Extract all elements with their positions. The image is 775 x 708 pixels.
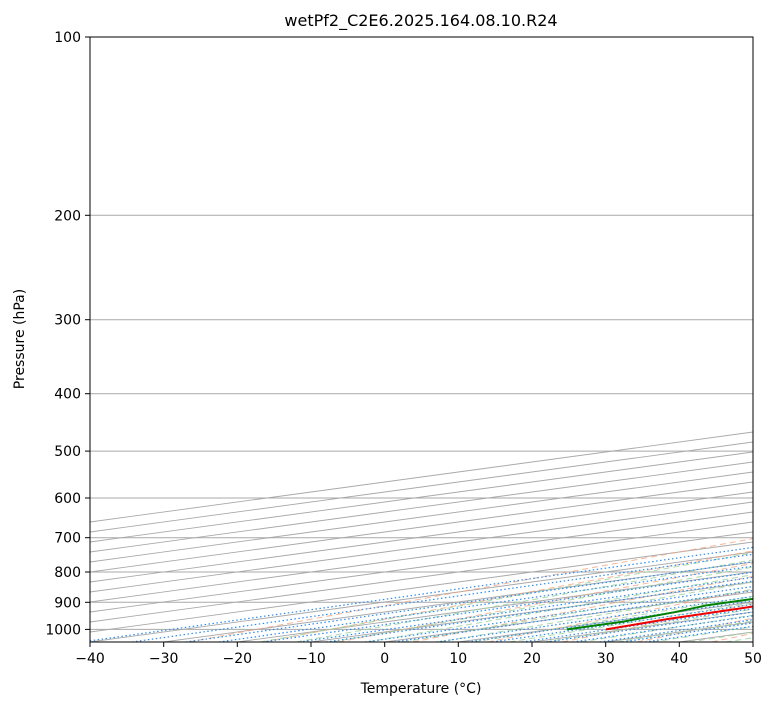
y-tick-label: 100 xyxy=(54,30,81,46)
y-tick-label: 200 xyxy=(54,208,81,224)
y-tick-label: 1000 xyxy=(45,622,81,638)
mixing-ratio-line xyxy=(185,561,753,642)
x-tick-label: 20 xyxy=(523,651,541,667)
x-tick-label: 30 xyxy=(597,651,615,667)
dry-adiabat-line xyxy=(412,575,753,642)
x-tick-label: −20 xyxy=(223,651,253,667)
y-tick-label: 500 xyxy=(54,444,81,460)
y-tick-label: 600 xyxy=(54,491,81,507)
dry-adiabat-line xyxy=(188,538,753,642)
isotherm-line xyxy=(90,451,753,543)
y-tick-label: 300 xyxy=(54,313,81,329)
mixing-ratio-line xyxy=(436,595,753,642)
moist-adiabat-line xyxy=(331,566,753,642)
y-tick-label: 800 xyxy=(54,565,81,581)
isotherm-line xyxy=(90,481,753,573)
y-tick-label: 700 xyxy=(54,531,81,547)
mixing-ratio-line xyxy=(90,546,753,642)
isotherm-line xyxy=(90,511,753,603)
x-tick-label: 40 xyxy=(670,651,688,667)
moist-adiabat-line xyxy=(367,574,753,642)
isotherm-line xyxy=(90,491,753,583)
mixing-ratio-line xyxy=(467,600,753,642)
mixing-ratio-line xyxy=(131,553,753,642)
isotherm-line xyxy=(90,471,753,563)
isotherm-line xyxy=(90,521,753,613)
y-axis-label: Pressure (hPa) xyxy=(12,289,28,389)
chart-title: wetPf2_C2E6.2025.164.08.10.R24 xyxy=(284,11,557,31)
x-tick-label: 0 xyxy=(380,651,389,667)
plot-area xyxy=(90,37,753,642)
x-tick-label: −30 xyxy=(149,651,179,667)
plot-frame xyxy=(89,36,754,643)
x-tick-label: 50 xyxy=(744,651,762,667)
x-axis-label: Temperature (°C) xyxy=(360,681,482,697)
y-tick-label: 400 xyxy=(54,387,81,403)
y-tick-label: 900 xyxy=(54,595,81,611)
moist-adiabat-line xyxy=(403,581,753,642)
x-tick-label: 10 xyxy=(449,651,467,667)
axis-ticks: −40 −30 −20 −10 0 10 20 30 40 50 100 200 300 400 500 60… xyxy=(45,30,762,667)
x-tick-label: −40 xyxy=(75,651,105,667)
dry-adiabat-line xyxy=(338,562,753,642)
isotherm-line xyxy=(90,531,753,623)
isotherm-line xyxy=(90,461,753,553)
mixing-ratio-line xyxy=(492,603,753,642)
isotherm-line xyxy=(90,501,753,593)
moist-adiabat-line xyxy=(438,588,753,642)
x-tick-label: −10 xyxy=(296,651,326,667)
background-lines xyxy=(90,37,753,642)
mixing-ratio-line xyxy=(522,608,753,642)
